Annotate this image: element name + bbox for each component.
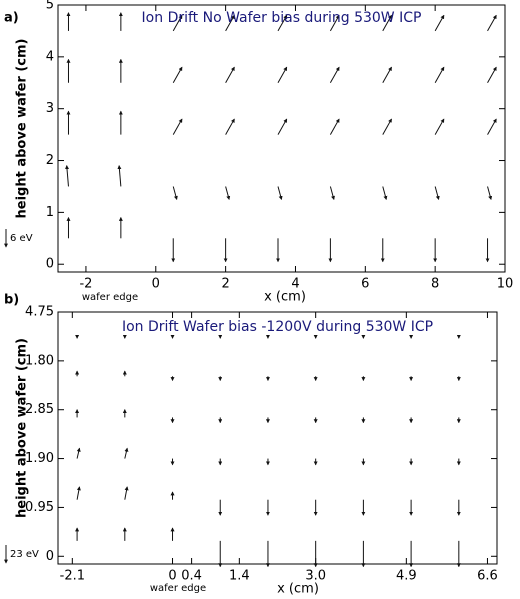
chart-title: Ion Drift No Wafer bias during 530W ICP	[142, 10, 422, 26]
y-tick-label: 2.85	[25, 402, 54, 417]
plot-frame	[57, 4, 506, 273]
y-tick-label: 4	[46, 49, 54, 64]
y-tick-label: 1	[46, 205, 54, 220]
drift-arrow	[277, 14, 288, 32]
drift-arrow	[487, 186, 493, 201]
drift-arrow	[434, 66, 445, 84]
y-tick-label: 0	[46, 549, 54, 564]
x-tick-label: 8	[431, 277, 439, 292]
plot-frame	[57, 311, 498, 565]
x-tick-label: 10	[497, 277, 514, 292]
panel-label: a)	[4, 11, 19, 26]
drift-arrow	[65, 165, 70, 187]
scale-label: 6 eV	[10, 233, 33, 244]
x-tick-label: -2	[79, 277, 92, 292]
y-tick-label: 0.95	[25, 500, 54, 515]
scale-label: 23 eV	[10, 549, 39, 560]
x-axis-label: x (cm)	[277, 582, 319, 597]
y-tick-label: 1.80	[25, 353, 54, 368]
y-axis-label: height above wafer (cm)	[15, 39, 30, 219]
panel-label: b)	[4, 293, 19, 308]
y-tick-label: 4.75	[25, 305, 54, 320]
x-tick-label: 6.6	[477, 569, 498, 584]
drift-arrow	[277, 186, 283, 201]
drift-arrow	[225, 66, 235, 84]
y-tick-label: 1.90	[25, 451, 54, 466]
x-tick-label: -2.1	[60, 569, 85, 584]
drift-arrow	[225, 118, 235, 135]
x-tick-label: 2	[221, 277, 229, 292]
drift-arrow	[329, 66, 340, 84]
drift-arrow	[124, 447, 129, 459]
drift-arrow	[76, 486, 81, 500]
drift-arrow	[487, 118, 497, 135]
drift-arrow	[487, 66, 497, 84]
drift-arrow	[172, 14, 183, 32]
drift-arrow	[172, 66, 183, 84]
y-tick-label: 2	[46, 153, 54, 168]
x-tick-label: 4	[291, 277, 299, 292]
drift-arrow	[382, 186, 388, 201]
drift-arrow	[329, 118, 340, 135]
drift-arrow	[124, 486, 129, 500]
drift-arrow	[225, 186, 231, 201]
x-tick-label: 0	[168, 569, 176, 584]
x-tick-label: 3.0	[305, 569, 326, 584]
chart-title: Ion Drift Wafer bias -1200V during 530W …	[122, 319, 433, 335]
drift-arrow	[117, 165, 122, 187]
drift-arrow	[329, 14, 340, 32]
drift-arrow	[434, 186, 440, 201]
edge-label: wafer edge	[150, 583, 206, 594]
x-tick-label: 4.9	[396, 569, 417, 584]
y-tick-label: 3	[46, 101, 54, 116]
x-tick-label: 0	[152, 277, 160, 292]
x-tick-label: 1.4	[229, 569, 250, 584]
y-axis-label: height above wafer (cm)	[15, 338, 30, 518]
edge-label: wafer edge	[82, 292, 138, 303]
drift-arrow	[172, 186, 178, 201]
y-tick-label: 5	[46, 0, 54, 13]
drift-arrow	[277, 66, 288, 84]
x-axis-label: x (cm)	[264, 290, 306, 305]
drift-arrow	[382, 118, 392, 135]
drift-arrow	[434, 14, 445, 32]
drift-arrow	[172, 118, 183, 135]
drift-arrow	[225, 14, 235, 32]
drift-arrow	[76, 447, 81, 459]
drift-arrow	[277, 118, 288, 135]
drift-arrow	[382, 66, 392, 84]
x-tick-label: 0.4	[181, 569, 202, 584]
x-tick-label: 6	[361, 277, 369, 292]
drift-arrow	[434, 118, 445, 135]
drift-arrow	[329, 186, 335, 201]
y-tick-label: 0	[46, 257, 54, 272]
drift-arrow	[487, 14, 497, 32]
drift-arrow	[382, 14, 392, 32]
